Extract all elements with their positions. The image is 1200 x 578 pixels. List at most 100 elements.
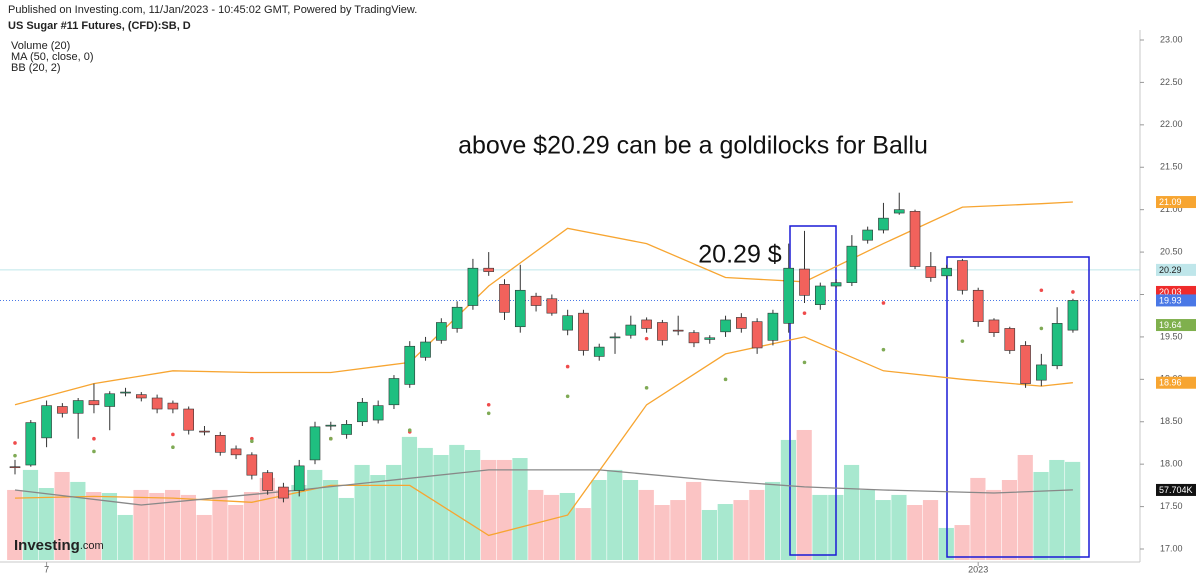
candle-body	[1051, 323, 1063, 367]
candle-body	[751, 321, 763, 349]
volume-bar	[512, 458, 528, 560]
indicator-dot	[644, 336, 649, 341]
candle-body	[357, 401, 368, 423]
candle-body	[499, 284, 510, 313]
candle-body	[988, 319, 1000, 333]
volume-bar	[970, 477, 986, 560]
candle-body	[262, 472, 273, 491]
volume-bar	[54, 471, 70, 560]
volume-bar	[465, 450, 481, 560]
candle-body	[704, 337, 716, 340]
volume-bar	[796, 429, 812, 560]
candle-body	[451, 306, 463, 329]
candle-body	[609, 336, 621, 339]
candle-body	[562, 315, 573, 331]
y-tick-label: 22.00	[1160, 119, 1183, 129]
candle-body	[120, 391, 131, 394]
indicator-line	[14, 201, 1073, 406]
indicator-dot	[250, 439, 254, 444]
candle-body	[925, 266, 937, 278]
candle-body	[893, 209, 905, 214]
price-tag-label: 20.03	[1159, 287, 1182, 297]
volume-bar	[812, 494, 828, 560]
volume-bar	[843, 464, 860, 560]
price-tag-label: 19.64	[1159, 320, 1182, 330]
indicator-dot	[92, 436, 96, 441]
volume-bar	[480, 459, 496, 560]
candle-body	[972, 289, 984, 322]
indicator-dot	[171, 445, 175, 450]
y-tick-label: 19.50	[1160, 331, 1183, 341]
y-tick-label: 21.00	[1160, 204, 1183, 214]
indicator-dot	[250, 436, 254, 441]
volume-bar	[7, 489, 23, 560]
volume-bar	[922, 500, 939, 560]
price-tag	[1156, 376, 1196, 389]
volume-bar	[875, 500, 891, 560]
volume-bar	[907, 505, 923, 560]
candle-body	[57, 406, 68, 414]
candle-body	[41, 405, 52, 439]
indicator-dot	[92, 449, 96, 454]
indicator-dot	[881, 347, 886, 352]
volume-bar	[101, 492, 118, 560]
indicator-dot	[960, 339, 965, 343]
candle-body	[593, 346, 605, 357]
candle-body	[688, 332, 700, 344]
candle-body	[1020, 345, 1031, 384]
indicator-label: BB (20, 2)	[11, 62, 61, 74]
volume-bar	[117, 514, 133, 560]
indicator-label: Volume (20)	[11, 40, 70, 52]
volume-bar	[638, 489, 654, 560]
volume-bar	[180, 494, 196, 560]
logo-text: .com	[80, 540, 104, 552]
volume-bar	[86, 492, 102, 560]
x-tick-label: 2023	[968, 564, 988, 574]
volume-bar	[686, 481, 702, 560]
candle-body	[672, 329, 684, 332]
highlight-box	[789, 225, 837, 556]
y-tick-label: 21.50	[1160, 162, 1183, 172]
volume-bar	[670, 500, 686, 560]
price-tag-label: 21.09	[1159, 197, 1182, 207]
volume-bar	[338, 497, 354, 560]
candle-body	[814, 285, 826, 305]
volume-bar	[859, 489, 875, 560]
volume-bar	[212, 489, 228, 560]
volume-bar	[1017, 454, 1033, 560]
price-tag-label: 19.93	[1159, 295, 1182, 305]
candle-body	[1004, 328, 1016, 351]
volume-bar	[354, 464, 370, 560]
volume-bar	[654, 505, 670, 560]
publisher: Published on Investing.com, 11/Jan/2023 …	[8, 4, 417, 16]
price-tag-label: 18.96	[1159, 378, 1182, 388]
volume-bar	[717, 504, 733, 560]
annotation: 20.29 $	[698, 241, 782, 269]
indicator-dot	[1039, 326, 1044, 331]
volume-bar	[322, 479, 339, 560]
candle-body	[388, 378, 400, 406]
candle-body	[514, 289, 526, 328]
price-tag-label: 57.704K	[1159, 485, 1193, 495]
indicator-label: MA (50, close, 0)	[11, 51, 94, 63]
candle-body	[214, 435, 226, 453]
price-tag	[1156, 263, 1196, 276]
volume-bar	[196, 514, 212, 560]
volume-bar	[733, 500, 749, 560]
volume-bar	[986, 489, 1002, 560]
volume-bar	[891, 494, 907, 560]
y-tick-label: 18.50	[1160, 416, 1183, 426]
y-tick-label: 20.50	[1160, 246, 1183, 256]
volume-bar	[607, 469, 623, 560]
candle-body	[736, 317, 747, 329]
indicator-line	[14, 469, 1073, 506]
candle-body	[783, 267, 795, 324]
candle-body	[909, 211, 921, 267]
y-tick-label: 17.50	[1160, 501, 1183, 511]
candle-body	[278, 486, 289, 499]
price-tag	[1156, 196, 1196, 209]
volume-bar	[291, 484, 307, 560]
volume-bar	[701, 509, 718, 560]
indicator-dot	[802, 311, 807, 315]
